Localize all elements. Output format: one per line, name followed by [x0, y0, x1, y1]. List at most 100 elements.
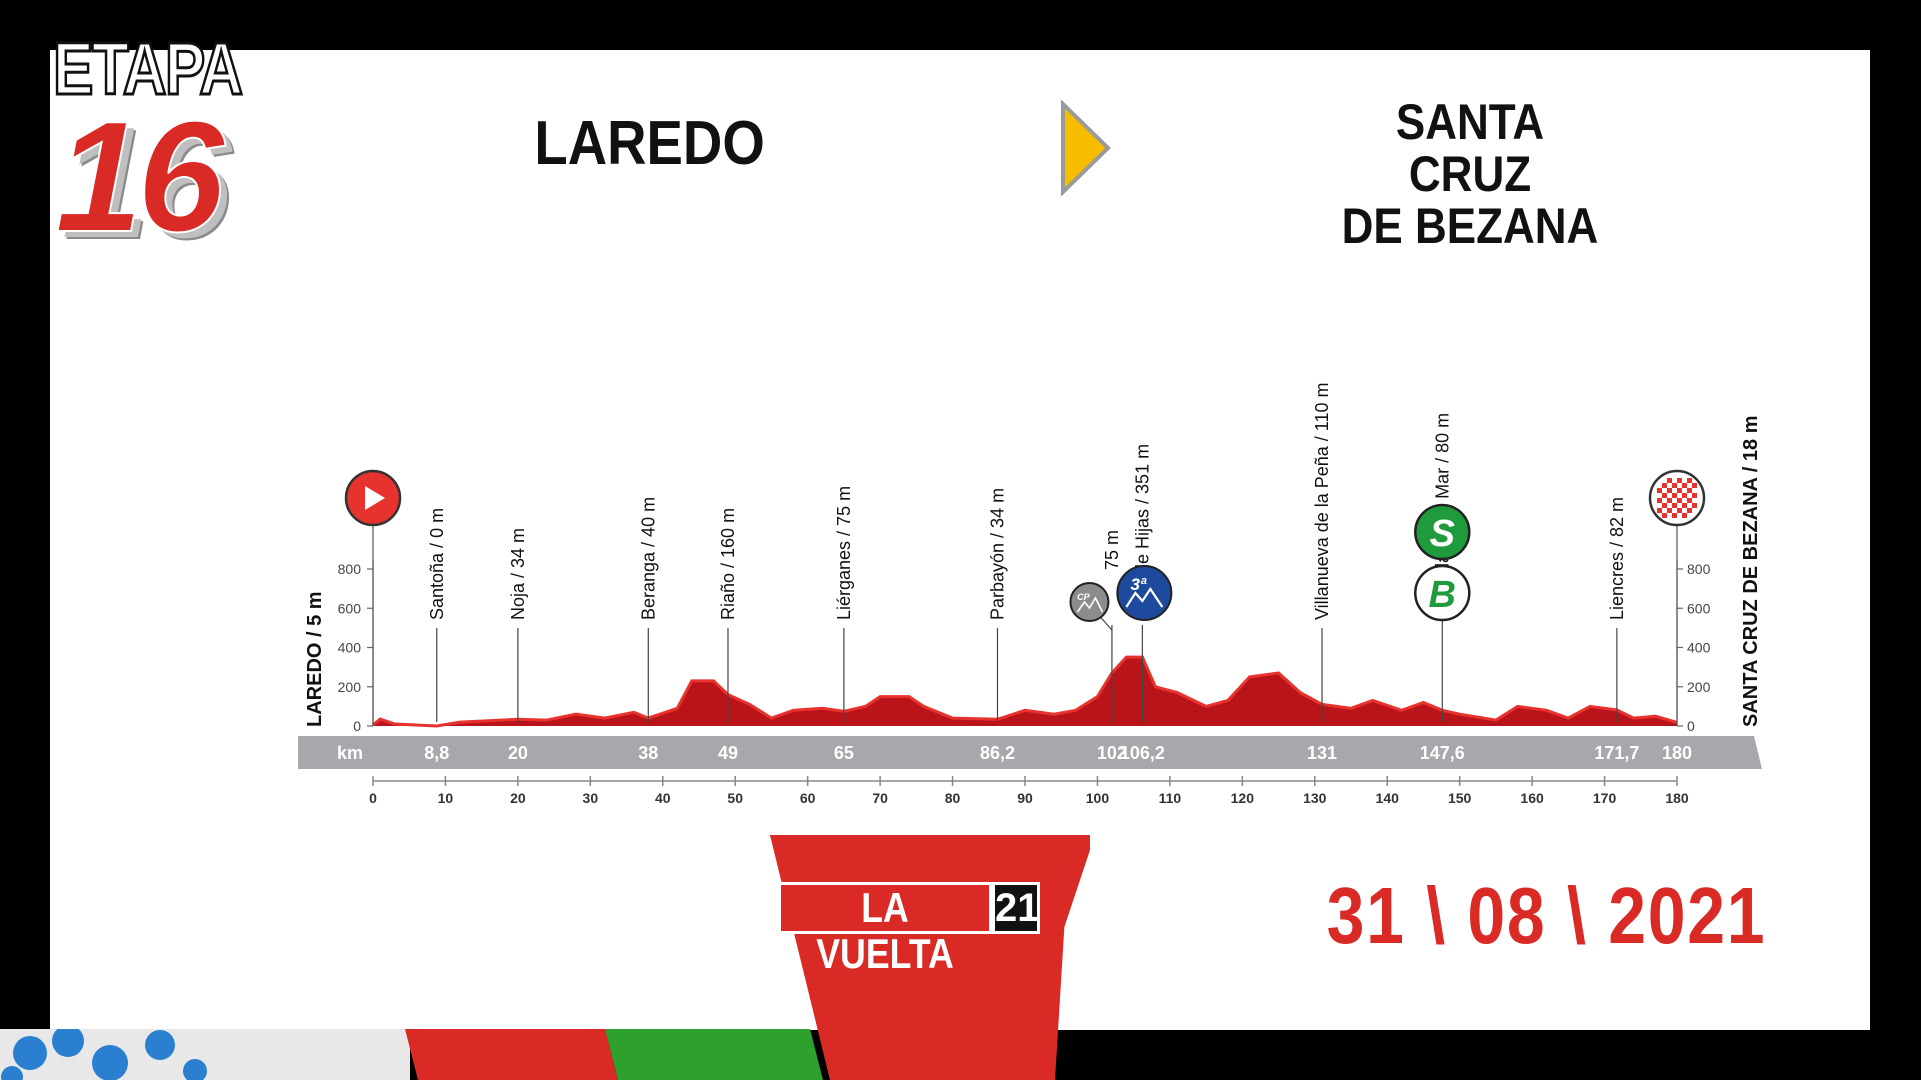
checker-cell — [1672, 493, 1677, 498]
checker-cell — [1672, 483, 1677, 488]
checker-cell — [1667, 488, 1672, 493]
checkered-flag-icon — [1657, 478, 1697, 518]
km-label: km — [337, 743, 363, 763]
checker-cell — [1667, 508, 1672, 513]
bottom-stripes — [0, 1029, 823, 1080]
checker-cell — [1682, 513, 1687, 518]
checker-cell — [1682, 493, 1687, 498]
brand-logo — [778, 882, 992, 934]
finish-city: SANTA CRUZ DE BEZANA — [1338, 96, 1602, 252]
checker-cell — [1662, 483, 1667, 488]
sprint-icon — [1414, 503, 1471, 561]
dot-pattern-icon — [92, 1045, 128, 1080]
y-tick-label: 400 — [338, 640, 362, 656]
checkpoint-label: CP — [1077, 592, 1090, 602]
kom-category-label: 3ª — [1130, 575, 1146, 594]
stage-number: 16 — [54, 89, 226, 265]
waypoint-km: 180 — [1662, 743, 1692, 763]
y-tick-label: 800 — [1687, 561, 1711, 577]
brand-year: 21 — [992, 882, 1040, 934]
waypoint-label: Santoña / 0 m — [427, 508, 447, 620]
x-tick-label: 130 — [1303, 790, 1327, 806]
x-tick-label: 100 — [1086, 790, 1110, 806]
x-tick-label: 10 — [438, 790, 454, 806]
checker-cell — [1667, 478, 1672, 483]
checker-cell — [1687, 508, 1692, 513]
x-tick-label: 40 — [655, 790, 671, 806]
x-tick-label: 90 — [1017, 790, 1033, 806]
start-city: LAREDO — [534, 109, 765, 178]
y-tick-label: 800 — [338, 561, 362, 577]
brand-name: LA VUELTA — [816, 884, 954, 977]
waypoint-km: 131 — [1307, 743, 1337, 763]
checker-cell — [1672, 513, 1677, 518]
checker-cell — [1692, 503, 1697, 508]
mountain-line-icon — [1125, 587, 1164, 608]
stage-word: ETAPA — [52, 27, 245, 110]
y-tick-label: 0 — [353, 718, 361, 734]
start-elevation-label: LAREDO / 5 m — [304, 591, 326, 727]
x-tick-label: 170 — [1593, 790, 1617, 806]
waypoint-km: 102 — [1097, 743, 1127, 763]
play-icon — [365, 486, 385, 510]
waypoint-label: 75 m — [1102, 530, 1122, 570]
finish-city-line2: DE BEZANA — [1341, 198, 1599, 254]
x-tick-label: 70 — [872, 790, 888, 806]
waypoint-km: 86,2 — [980, 743, 1015, 763]
y-tick-label: 200 — [338, 679, 362, 695]
waypoint-label: Noja / 34 m — [508, 528, 528, 620]
x-tick-label: 30 — [583, 790, 599, 806]
waypoint-km: 20 — [508, 743, 528, 763]
dot-pattern-icon — [1, 1066, 23, 1080]
y-tick-label: 200 — [1687, 679, 1711, 695]
stage-date: 31 \ 08 \ 2021 — [1326, 871, 1766, 960]
checker-cell — [1677, 508, 1682, 513]
x-tick-label: 160 — [1520, 790, 1544, 806]
dot-pattern-icon — [183, 1059, 207, 1080]
x-tick-label: 20 — [510, 790, 526, 806]
checker-cell — [1682, 483, 1687, 488]
direction-arrow-icon — [1061, 100, 1111, 196]
checker-cell — [1662, 493, 1667, 498]
waypoint-label: Liencres / 82 m — [1607, 497, 1627, 620]
finish-city-line1: SANTA CRUZ — [1395, 94, 1545, 202]
dot-pattern-icon — [13, 1036, 47, 1070]
waypoint-km: 106,2 — [1120, 743, 1165, 763]
checker-cell — [1687, 478, 1692, 483]
checker-cell — [1682, 503, 1687, 508]
x-tick-label: 110 — [1159, 790, 1182, 806]
checker-cell — [1677, 478, 1682, 483]
waypoint-km: 65 — [834, 743, 854, 763]
waypoint-label: Villanueva de la Peña / 110 m — [1312, 383, 1332, 621]
x-tick-label: 150 — [1448, 790, 1472, 806]
checker-cell — [1657, 488, 1662, 493]
x-tick-label: 140 — [1376, 790, 1400, 806]
x-tick-label: 50 — [727, 790, 743, 806]
checker-cell — [1692, 493, 1697, 498]
y-tick-label: 600 — [1687, 600, 1711, 616]
waypoint-km: 8,8 — [424, 743, 449, 763]
cp-pointer — [1098, 615, 1113, 631]
x-tick-label: 60 — [800, 790, 816, 806]
y-tick-label: 600 — [338, 600, 362, 616]
km-track — [298, 736, 1762, 769]
stripe-green — [605, 1029, 823, 1080]
checker-cell — [1662, 503, 1667, 508]
checkpoint-icon — [1069, 582, 1110, 622]
stripe-red — [405, 1029, 618, 1080]
waypoint-km: 49 — [718, 743, 738, 763]
y-tick-label: 400 — [1687, 640, 1711, 656]
checker-cell — [1657, 508, 1662, 513]
x-tick-label: 120 — [1231, 790, 1255, 806]
checker-cell — [1672, 503, 1677, 508]
sprint-label: S — [1430, 513, 1455, 555]
checker-cell — [1692, 483, 1697, 488]
bonus-icon — [1414, 564, 1471, 622]
waypoint-label: Liérganes / 75 m — [834, 486, 854, 620]
y-tick-label: 0 — [1687, 718, 1695, 734]
finish-elevation-label: SANTA CRUZ DE BEZANA / 18 m — [1740, 415, 1762, 727]
checker-cell — [1657, 498, 1662, 503]
dot-pattern-icon — [145, 1030, 175, 1060]
x-tick-label: 0 — [369, 790, 377, 806]
